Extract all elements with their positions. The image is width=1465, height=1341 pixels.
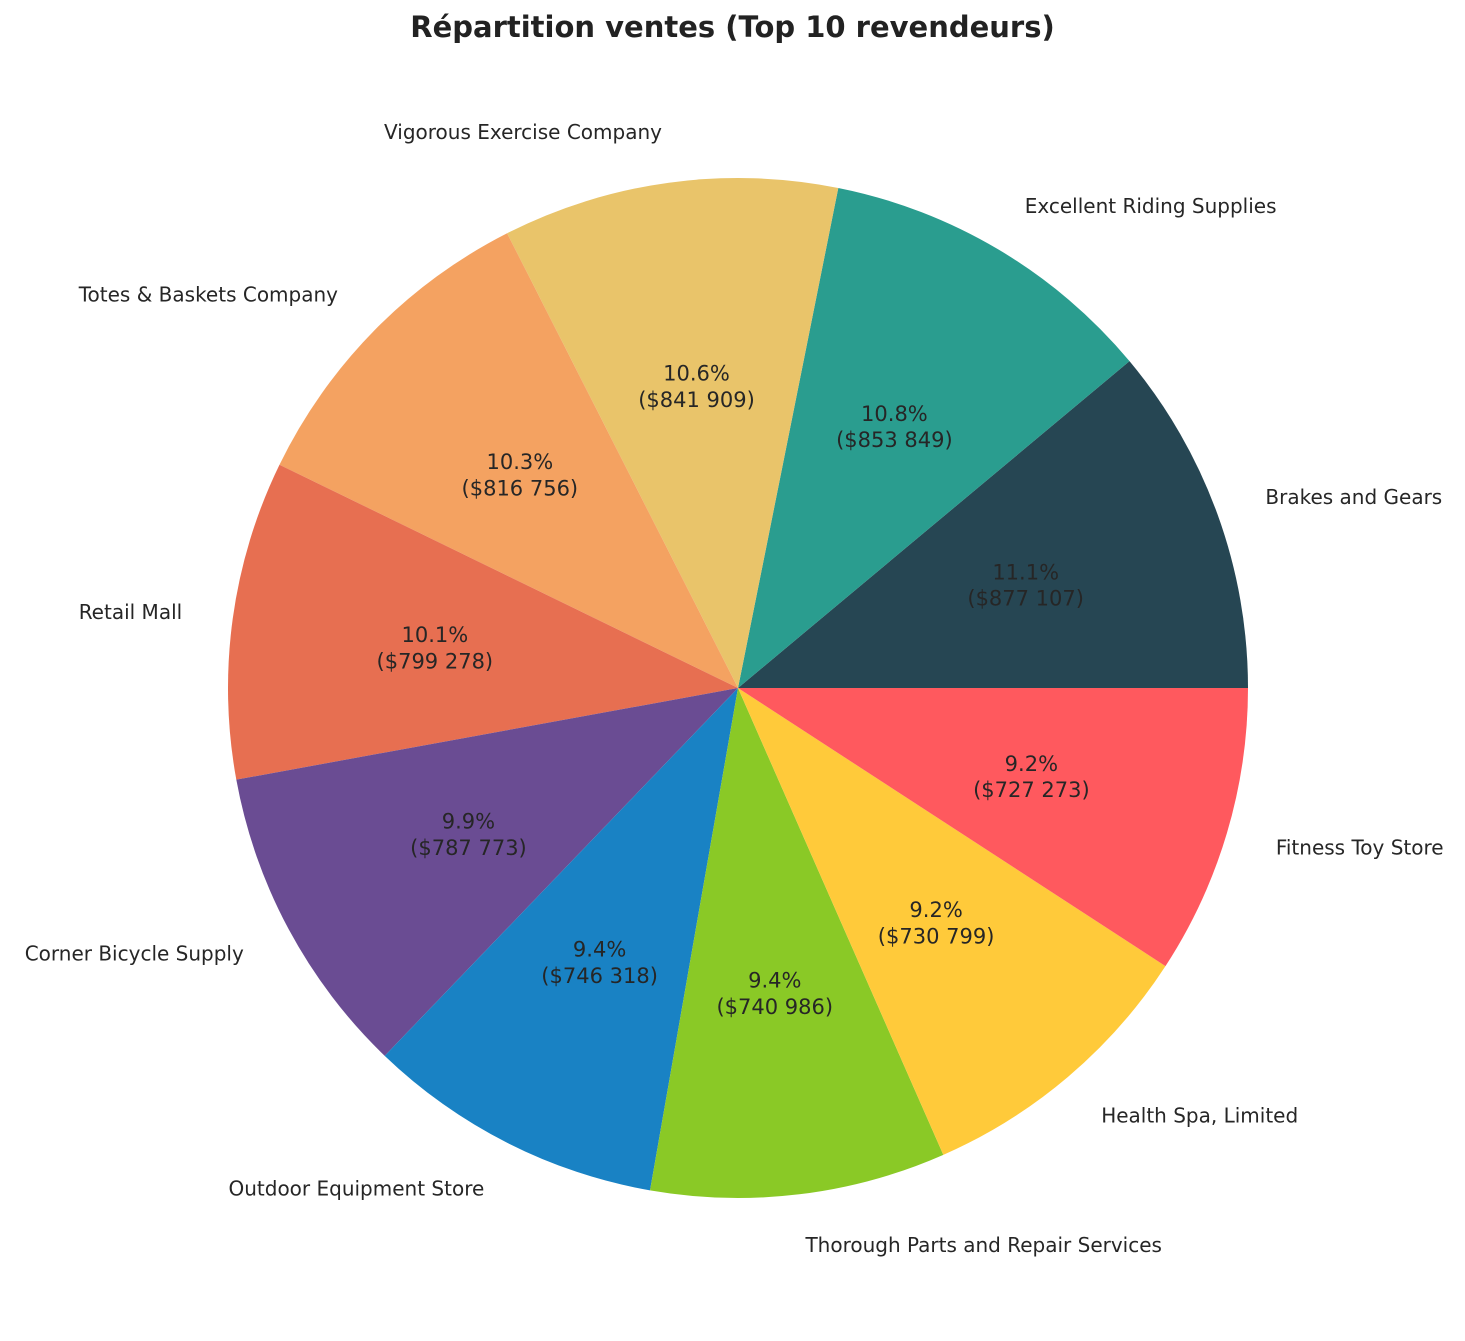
pie-slice [279,233,738,689]
slice-percent-text: 11.1% [992,560,1059,584]
pie-slice [738,187,1130,688]
slice-value-label: 9.4% ($740 986) [716,969,833,1019]
slice-category-label: Excellent Riding Supplies [1025,194,1277,218]
slice-value-label: 10.3% ($816 756) [462,450,579,500]
slice-percent-text: 9.4% [748,969,801,993]
slice-percent-text: 10.1% [401,623,468,647]
slice-value-label: 9.2% ($730 799) [878,898,995,948]
slice-value-label: 9.2% ($727 273) [973,752,1090,802]
slice-amount-text: ($787 773) [410,836,527,860]
chart-title: Répartition ventes (Top 10 revendeurs) [410,10,1055,44]
slice-category-label: Vigorous Exercise Company [384,120,662,144]
slice-value-label: 9.4% ($746 318) [541,938,658,988]
slice-value-label: 11.1% ($877 107) [967,560,1084,610]
pie-slice [738,688,1166,1155]
slice-amount-text: ($746 318) [541,964,658,988]
slice-amount-text: ($877 107) [967,587,1084,611]
slice-amount-text: ($853 849) [836,428,953,452]
slice-percent-text: 9.2% [1005,752,1058,776]
slice-category-label: Brakes and Gears [1265,485,1442,509]
slice-amount-text: ($740 986) [716,995,833,1019]
pie-slice [236,688,739,1056]
pie-slice [650,688,944,1198]
slice-percent-text: 9.9% [442,810,495,834]
pie-slice [228,464,739,780]
slice-percent-text: 9.4% [573,938,626,962]
pie-slice [738,688,1248,967]
slice-category-label: Health Spa, Limited [1101,1104,1298,1128]
slice-category-label: Corner Bicycle Supply [25,942,244,966]
slice-category-label: Thorough Parts and Repair Services [804,1233,1162,1257]
pie-slice [507,177,839,688]
slice-percent-text: 10.6% [663,362,730,386]
slice-category-label: Totes & Baskets Company [78,283,338,307]
slice-amount-text: ($816 756) [462,476,579,500]
slice-amount-text: ($727 273) [973,778,1090,802]
pie-slice [738,361,1248,688]
slice-value-label: 10.8% ($853 849) [836,402,953,452]
slice-percent-text: 9.2% [909,898,962,922]
slice-amount-text: ($799 278) [377,649,494,673]
slice-category-label: Retail Mall [79,600,183,624]
slice-percent-text: 10.8% [861,402,928,426]
slice-value-label: 9.9% ($787 773) [410,810,527,860]
slice-percent-text: 10.3% [486,450,553,474]
slice-value-label: 10.6% ($841 909) [638,362,755,412]
slice-amount-text: ($730 799) [878,924,995,948]
slice-category-label: Fitness Toy Store [1276,836,1444,860]
pie-slice [384,688,738,1191]
slice-category-label: Outdoor Equipment Store [228,1176,484,1200]
slice-amount-text: ($841 909) [638,388,755,412]
slice-value-label: 10.1% ($799 278) [377,623,494,673]
